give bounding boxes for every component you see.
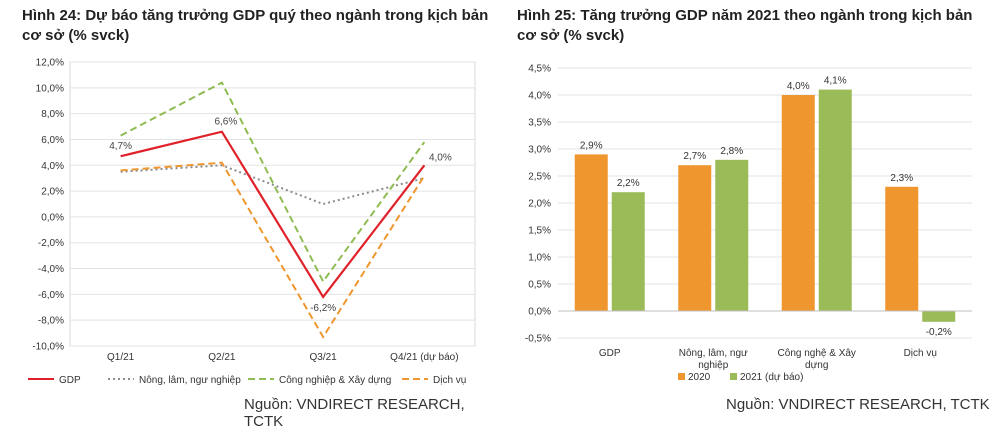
y-tick-label: 3,0% xyxy=(528,145,551,156)
y-tick-label: 8,0% xyxy=(41,109,64,120)
legend-label: Dịch vụ xyxy=(433,375,466,386)
bar xyxy=(922,311,956,322)
legend-label: Nông, lâm, ngư nghiệp xyxy=(139,375,241,386)
y-tick-label: 0,0% xyxy=(528,307,551,318)
bar xyxy=(885,186,919,311)
data-label: 2,9% xyxy=(580,140,603,151)
y-tick-label: 0,0% xyxy=(41,212,64,223)
x-tick-label: Nông, lâm, ngư nghiệp xyxy=(679,348,748,371)
y-tick-label: 2,0% xyxy=(41,187,64,198)
y-tick-label: 10,0% xyxy=(36,83,64,94)
chart-title: Hình 24: Dự báo tăng trưởng GDP quý theo… xyxy=(22,7,489,44)
series-line-c-ng-nghi-p-x-y-d-ng xyxy=(120,81,426,284)
series-line-d-ch-v- xyxy=(120,161,426,339)
data-label: 2,3% xyxy=(890,173,913,184)
x-tick-label: Q3/21 xyxy=(310,352,338,363)
data-label: 4,1% xyxy=(824,76,847,87)
y-tick-label: 2,0% xyxy=(528,199,551,210)
bar-chart-panel: Hình 25: Tăng trưởng GDP năm 2021 theo n… xyxy=(500,0,1000,420)
y-tick-label: -4,0% xyxy=(38,264,64,275)
plot-area xyxy=(69,61,476,347)
x-tick-label: Công nghệ & Xây dựng xyxy=(778,348,856,371)
data-label: 6,6% xyxy=(214,117,237,128)
x-tick-label: Q4/21 (dự báo) xyxy=(390,352,458,363)
y-tick-label: 3,5% xyxy=(528,118,551,129)
data-label: 2,2% xyxy=(617,178,640,189)
x-tick-label: Q1/21 xyxy=(107,352,135,363)
legend-label: GDP xyxy=(59,375,81,386)
bar xyxy=(818,89,852,311)
y-tick-label: -2,0% xyxy=(38,238,64,249)
bar xyxy=(611,192,645,311)
y-tick-label: -0,5% xyxy=(525,334,551,345)
line-chart-panel: Hình 24: Dự báo tăng trưởng GDP quý theo… xyxy=(0,0,500,430)
data-label: -6,2% xyxy=(310,303,336,314)
x-tick-label: GDP xyxy=(599,348,621,359)
bar xyxy=(781,95,815,311)
series-line-gdp xyxy=(120,130,426,299)
x-tick-label: Q2/21 xyxy=(208,352,236,363)
chart-title: Hình 25: Tăng trưởng GDP năm 2021 theo n… xyxy=(517,7,973,44)
data-label: 2,8% xyxy=(720,146,743,157)
bar xyxy=(678,165,712,311)
series-line-n-ng-l-m-ng-nghi-p xyxy=(120,164,425,206)
data-label: 2,7% xyxy=(683,151,706,162)
legend-label: 2020 xyxy=(688,372,711,383)
data-label: 4,0% xyxy=(787,81,810,92)
bar-chart: -0,5% 0,0% 0,5% 1,0% 1,5% 2,0% 2,5% 3,0% 3,5% 4,0… xyxy=(525,64,972,383)
y-tick-label: 12,0% xyxy=(36,58,64,69)
bar xyxy=(574,154,608,311)
y-tick-label: 0,5% xyxy=(528,280,551,291)
y-tick-label: -6,0% xyxy=(38,290,64,301)
legend-swatch xyxy=(678,373,685,380)
chart-source: Nguồn: VNDIRECT RESEARCH, TCTK xyxy=(726,396,990,413)
y-tick-label: 4,0% xyxy=(528,91,551,102)
line-chart: -10,0% -8,0% -6,0% -4,0% -2,0% 0,0% 2,0% 4,0% 6,… xyxy=(28,58,476,386)
y-tick-label: 4,5% xyxy=(528,64,551,75)
legend-label: 2021 (dự báo) xyxy=(740,372,803,383)
y-tick-label: -10,0% xyxy=(32,342,64,353)
y-tick-label: 2,5% xyxy=(528,172,551,183)
y-tick-label: 6,0% xyxy=(41,135,64,146)
chart-source: Nguồn: VNDIRECT RESEARCH, TCTK xyxy=(244,396,465,430)
y-tick-label: -8,0% xyxy=(38,316,64,327)
data-label: -0,2% xyxy=(926,327,952,338)
legend-swatch xyxy=(730,373,737,380)
legend-label: Công nghiệp & Xây dựng xyxy=(279,375,391,386)
data-label: 4,7% xyxy=(109,141,132,152)
y-tick-label: 4,0% xyxy=(41,161,64,172)
x-tick-label: Dịch vụ xyxy=(904,348,937,359)
bar xyxy=(715,159,749,311)
y-tick-label: 1,5% xyxy=(528,226,551,237)
y-tick-label: 1,0% xyxy=(528,253,551,264)
data-label: 4,0% xyxy=(429,152,452,163)
